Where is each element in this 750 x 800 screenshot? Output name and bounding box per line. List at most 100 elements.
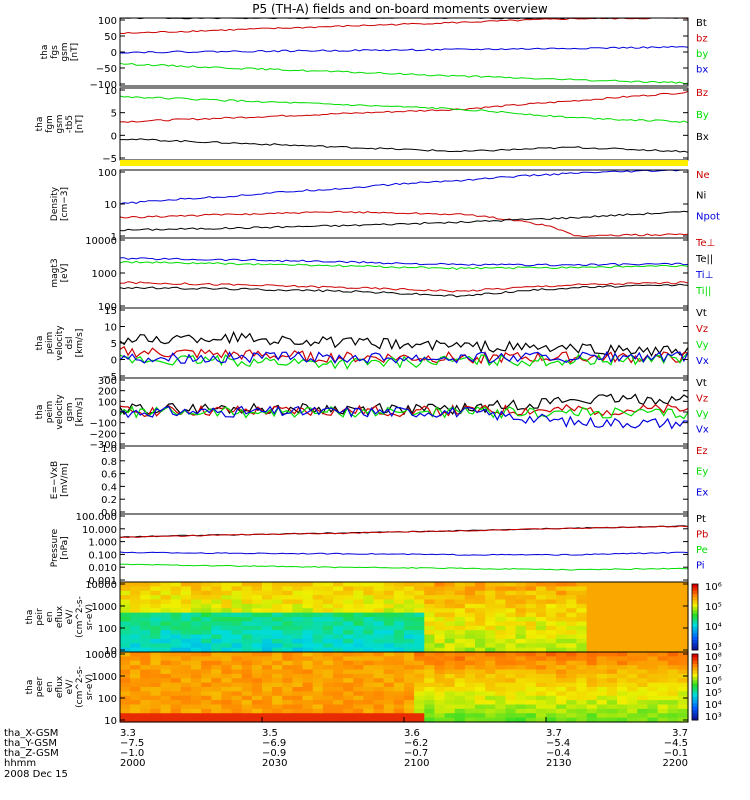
heatmap-cell [191, 630, 202, 636]
heatmap-cell [292, 717, 304, 723]
colorbar-swatch [692, 660, 698, 665]
heatmap-cell [414, 643, 425, 649]
heatmap-cell [262, 678, 273, 684]
heatmap-cell [586, 617, 598, 622]
heatmap-cell [353, 634, 365, 640]
heatmap-cell [272, 687, 283, 692]
heatmap-cell [191, 717, 202, 723]
heatmap-cell [322, 708, 334, 714]
heatmap-cell [251, 638, 263, 644]
heatmap-cell [353, 652, 365, 657]
heatmap-cell [322, 599, 334, 605]
heatmap-cell [566, 652, 578, 657]
heatmap-cell [414, 603, 425, 609]
heatmap-cell [596, 634, 608, 640]
heatmap-cell [221, 582, 233, 587]
heatmap-cell [414, 713, 425, 719]
x-tick-label: −5.4 [546, 738, 570, 749]
heatmap-cell [434, 582, 446, 587]
panel-frame [119, 445, 689, 515]
heatmap-cell [566, 673, 578, 679]
heatmap-cell [120, 717, 131, 723]
heatmap-cell [140, 638, 152, 644]
heatmap-cell [667, 617, 679, 622]
heatmap-cell [434, 647, 446, 653]
heatmap-cell [576, 634, 588, 640]
heatmap-cell [211, 634, 223, 640]
heatmap-cell [353, 656, 365, 662]
heatmap-cell [404, 660, 415, 666]
heatmap-cell [272, 617, 283, 622]
heatmap-cell [464, 700, 476, 706]
heatmap-cell [434, 638, 446, 644]
heatmap-cell [150, 595, 162, 601]
heatmap-cell [302, 647, 314, 653]
heatmap-cell [353, 625, 365, 631]
heatmap-cell [383, 595, 395, 601]
heatmap-cell [211, 612, 223, 618]
heatmap-cell [251, 630, 263, 636]
heatmap-cell [201, 704, 212, 710]
y-tick-label: 1000 [92, 602, 117, 613]
heatmap-cell [251, 660, 263, 666]
heatmap-cell [282, 695, 294, 701]
heatmap-cell [251, 634, 263, 640]
series-line-green [119, 62, 689, 85]
heatmap-cell [617, 700, 628, 706]
heatmap-cell [302, 673, 314, 679]
heatmap-cell [454, 612, 466, 618]
panel-frame [119, 17, 689, 87]
colorbar-tick-label: 10⁴ [705, 700, 722, 711]
heatmap-cell [393, 603, 405, 609]
heatmap-cell [170, 643, 182, 649]
y-tick-label: 5 [111, 109, 117, 120]
heatmap-cell [677, 608, 689, 614]
heatmap-cell [140, 669, 152, 675]
heatmap-cell [241, 582, 253, 587]
heatmap-cell [566, 634, 578, 640]
heatmap-cell [637, 630, 649, 636]
yellow-bar [120, 160, 688, 166]
heatmap-cell [120, 678, 131, 684]
heatmap-cell [302, 595, 314, 601]
heatmap-cell [546, 621, 557, 627]
heatmap-cell [475, 625, 486, 631]
heatmap-cell [231, 612, 243, 618]
heatmap-cell [485, 590, 496, 596]
heatmap-cell [120, 665, 131, 671]
heatmap-cell [312, 708, 324, 714]
heatmap-cell [150, 678, 162, 684]
heatmap-cell [130, 695, 141, 701]
heatmap-cell [363, 704, 375, 710]
heatmap-cell [505, 700, 517, 706]
y-tick-label: −100 [90, 419, 117, 430]
heatmap-cell [434, 691, 446, 697]
heatmap-cell [120, 691, 131, 697]
heatmap-cell [556, 708, 567, 714]
heatmap-cell [475, 695, 486, 701]
heatmap-cell [596, 691, 608, 697]
heatmap-cell [221, 660, 233, 666]
heatmap-cell [120, 669, 131, 675]
heatmap-cell [495, 634, 507, 640]
heatmap-cell [312, 669, 324, 675]
x-tick-label: 2030 [262, 758, 287, 769]
heatmap-cell [140, 630, 152, 636]
y-tick-label: 100 [98, 694, 117, 705]
heatmap-cell [180, 691, 192, 697]
heatmap-cell [535, 647, 547, 653]
heatmap-cell [657, 634, 669, 640]
heatmap-cell [596, 660, 608, 666]
series-line-black [119, 210, 689, 232]
heatmap-cell [637, 704, 649, 710]
heatmap-cell [485, 678, 496, 684]
heatmap-cell [160, 713, 172, 719]
heatmap-cell [322, 643, 334, 649]
heatmap-cell [221, 682, 233, 688]
heatmap-cell [333, 673, 344, 679]
heatmap-cell [404, 612, 415, 618]
heatmap-cell [353, 647, 365, 653]
heatmap-cell [120, 586, 131, 592]
heatmap-cell [150, 608, 162, 614]
heatmap-cell [312, 713, 324, 719]
